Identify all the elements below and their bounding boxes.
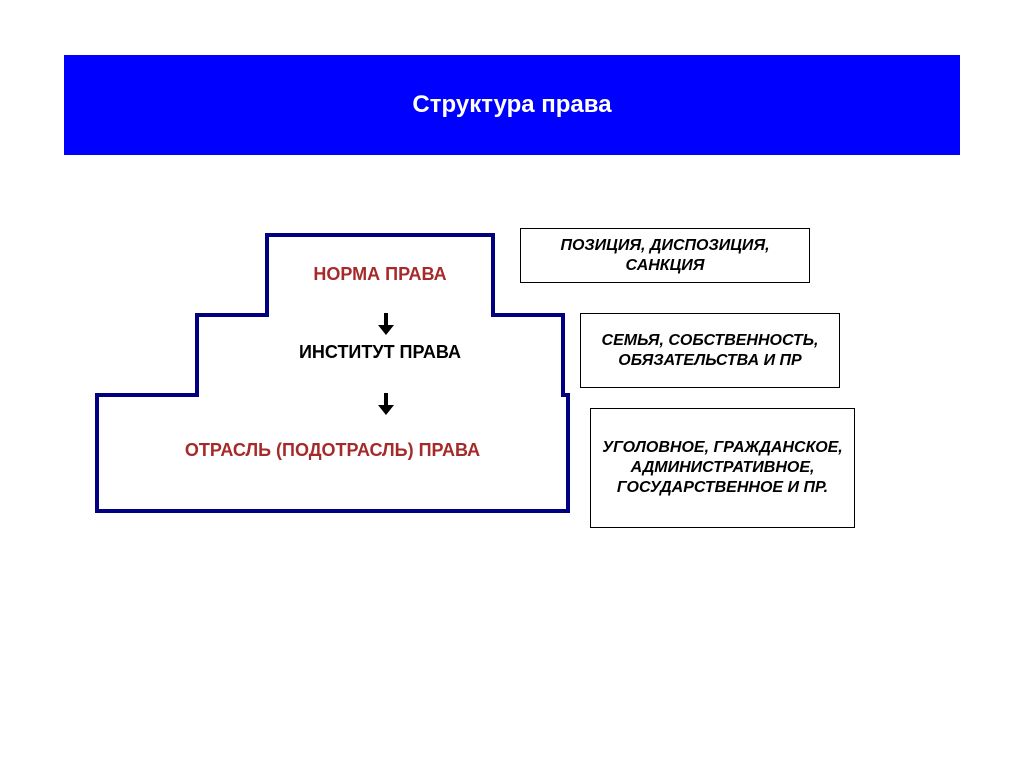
title-text: Структура права (412, 91, 611, 119)
arrow-1 (378, 313, 394, 335)
side-box-1-label: ПОЗИЦИЯ, ДИСПОЗИЦИЯ, САНКЦИЯ (521, 236, 809, 276)
arrow-2 (378, 393, 394, 415)
side-box-2-label: СЕМЬЯ, СОБСТВЕННОСТЬ, ОБЯЗАТЕЛЬСТВА И ПР (581, 331, 839, 371)
side-box-3: УГОЛОВНОЕ, ГРАЖДАНСКОЕ, АДМИНИСТРАТИВНОЕ… (590, 408, 855, 528)
pyramid-level-1: НОРМА ПРАВА (265, 233, 495, 313)
side-box-1: ПОЗИЦИЯ, ДИСПОЗИЦИЯ, САНКЦИЯ (520, 228, 810, 283)
title-banner: Структура права (64, 55, 960, 155)
pyramid-level-3-label: ОТРАСЛЬ (ПОДОТРАСЛЬ) ПРАВА (175, 439, 490, 462)
pyramid-level-3: ОТРАСЛЬ (ПОДОТРАСЛЬ) ПРАВА (95, 393, 570, 513)
side-box-3-label: УГОЛОВНОЕ, ГРАЖДАНСКОЕ, АДМИНИСТРАТИВНОЕ… (591, 438, 854, 498)
pyramid-level-2-label: ИНСТИТУТ ПРАВА (289, 341, 471, 364)
side-box-2: СЕМЬЯ, СОБСТВЕННОСТЬ, ОБЯЗАТЕЛЬСТВА И ПР (580, 313, 840, 388)
pyramid-level-1-label: НОРМА ПРАВА (303, 263, 456, 286)
